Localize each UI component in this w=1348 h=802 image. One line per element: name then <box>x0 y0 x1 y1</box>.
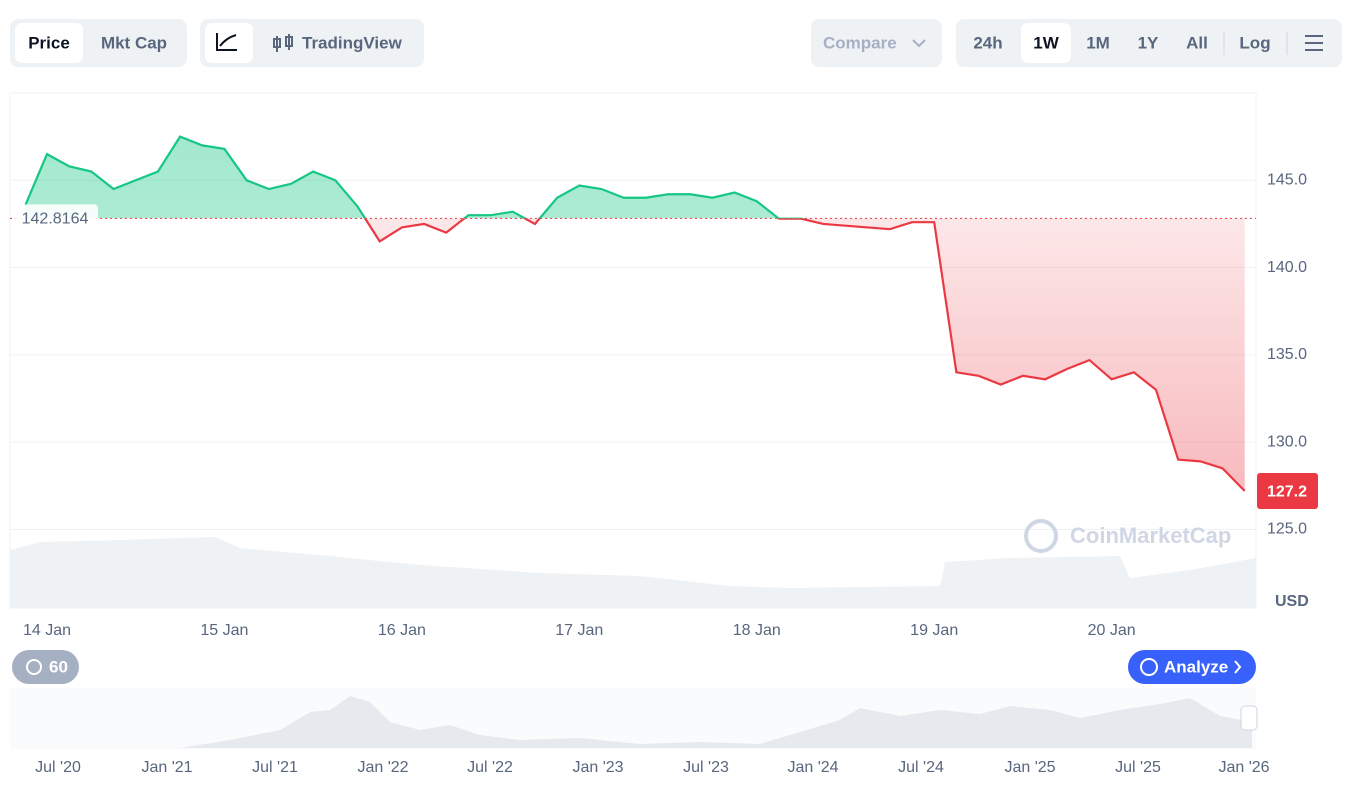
current-price-bg <box>1257 473 1318 510</box>
y-tick-label: 135.0 <box>1267 346 1307 363</box>
tab[interactable]: Mkt Cap <box>101 33 167 52</box>
x-tick-label: 16 Jan <box>378 622 426 639</box>
range[interactable]: All <box>1186 33 1208 52</box>
navigator-label: Jan '24 <box>787 759 838 776</box>
navigator-labels: Jul '20 Jan '21 Jul '21 Jan '22 Jul '22 Jan '… <box>35 759 1270 776</box>
tab-group <box>200 19 424 67</box>
y-tick-label: 130.0 <box>1267 433 1307 450</box>
range[interactable]: 1M <box>1086 33 1110 52</box>
y-tick-label: 140.0 <box>1267 259 1307 276</box>
tab[interactable]: Price <box>28 33 70 52</box>
baseline-label: 142.8164 <box>22 211 89 228</box>
navigator-label: Jul '24 <box>898 759 944 776</box>
price-line-down <box>363 218 1246 492</box>
settings-icon[interactable] <box>1305 35 1323 51</box>
range-active[interactable] <box>1021 23 1071 63</box>
navigator-label: Jul '25 <box>1115 759 1161 776</box>
navigator-label: Jan '22 <box>357 759 408 776</box>
candle-icon <box>273 34 293 52</box>
navigator-label: Jul '21 <box>252 759 298 776</box>
chevron <box>1234 660 1242 674</box>
clock-icon <box>26 659 42 675</box>
x-tick-label: 19 Jan <box>910 622 958 639</box>
navigator-label: Jan '21 <box>141 759 192 776</box>
range[interactable]: 24h <box>973 33 1002 52</box>
x-tick-label: 18 Jan <box>733 622 781 639</box>
range[interactable]: 1W <box>1033 33 1059 52</box>
tab-active[interactable] <box>15 23 83 63</box>
analyze-icon <box>1140 658 1158 676</box>
y-unit: USD <box>1275 593 1309 610</box>
price-line-up <box>23 135 805 219</box>
chart: 125.0 130.0 135.0 140.0 145.0 USD 14 Jan 15 Jan… <box>10 135 1318 639</box>
baseline-label-bg <box>12 204 98 233</box>
x-tick-label: 14 Jan <box>23 622 71 639</box>
interval-button[interactable] <box>12 650 79 684</box>
x-tick-label: 17 Jan <box>555 622 603 639</box>
navigator-label: Jan '25 <box>1004 759 1055 776</box>
x-tick-label: 20 Jan <box>1088 622 1136 639</box>
y-tick-label: 125.0 <box>1267 521 1307 538</box>
navigator-area <box>10 696 1252 748</box>
volume-area <box>10 537 1256 608</box>
navigator-handle[interactable] <box>1240 705 1258 731</box>
interval-label[interactable]: 60 <box>49 657 68 676</box>
log-toggle[interactable]: Log <box>1239 33 1270 52</box>
compare-button[interactable] <box>811 19 942 67</box>
navigator-label: Jul '20 <box>35 759 81 776</box>
navigator-label: Jan '26 <box>1218 759 1269 776</box>
watermark-logo <box>1024 519 1058 553</box>
chevron <box>912 39 926 48</box>
navigator-label: Jul '22 <box>467 759 513 776</box>
range[interactable]: 1Y <box>1138 33 1159 52</box>
y-tick-label: 145.0 <box>1267 172 1307 189</box>
navigator-label: Jul '23 <box>683 759 729 776</box>
compare-label[interactable]: Compare <box>823 33 897 52</box>
current-price-label: 127.2 <box>1267 483 1307 500</box>
analyze-label[interactable]: Analyze <box>1164 657 1228 676</box>
line-view-button[interactable] <box>205 23 253 63</box>
watermark: CoinMarketCap <box>1070 523 1231 548</box>
x-tick-label: 15 Jan <box>200 622 248 639</box>
navigator-label: Jan '23 <box>572 759 623 776</box>
area-up <box>24 136 779 219</box>
area-down <box>24 218 1245 492</box>
line-icon <box>216 33 237 51</box>
analyze-button[interactable] <box>1128 650 1256 684</box>
tab[interactable]: TradingView <box>302 33 403 52</box>
